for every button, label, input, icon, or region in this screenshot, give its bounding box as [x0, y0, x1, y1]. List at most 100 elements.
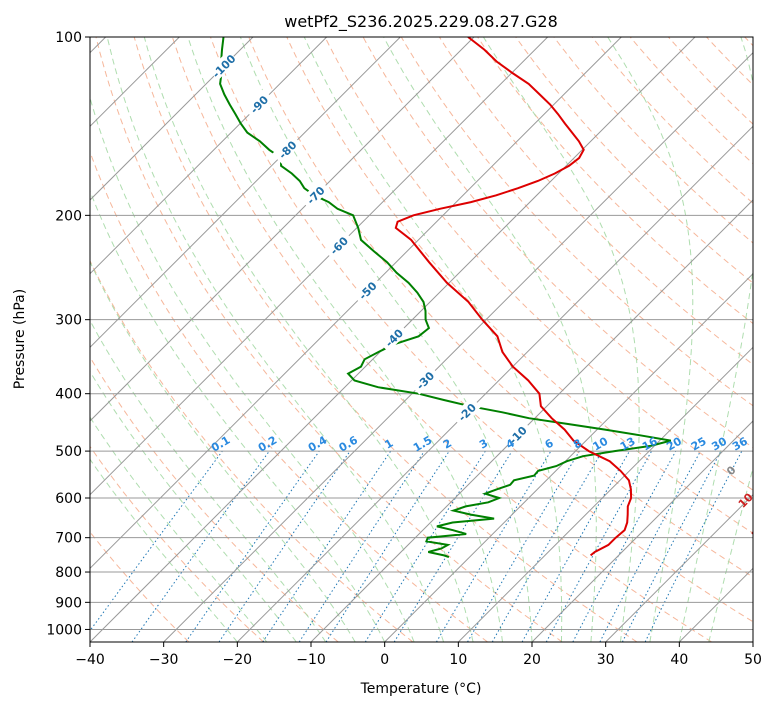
moist-adiabat-line [106, 37, 445, 642]
isotherm-line [384, 272, 753, 642]
isotherm-label-bg [451, 396, 482, 427]
x-tick-label: 40 [670, 652, 688, 668]
isotherm-line [90, 37, 475, 422]
moist-adiabat-line [90, 260, 356, 642]
isotherm-line [236, 125, 753, 642]
mixing-ratio-line [545, 450, 653, 642]
isotherm-label-bg [409, 364, 440, 395]
mixing-ratio-line [262, 450, 392, 642]
moist-adiabat-line [187, 37, 503, 642]
isotherm-line [752, 641, 753, 642]
dry-adiabat-line [324, 37, 753, 491]
mixing-ratio-label: 2 [441, 437, 454, 452]
moist-adiabat-line [90, 416, 268, 642]
isotherm-line [163, 51, 753, 642]
mixing-ratio-line [467, 450, 580, 642]
dry-adiabat-line [90, 445, 264, 642]
isotherm-line [678, 567, 753, 642]
moist-adiabat-label: 0 [724, 463, 739, 478]
y-axis: 1000 900 800 700 600 500 400 300 200 100 [46, 30, 90, 638]
moist-adiabat-line [607, 37, 694, 642]
mixing-ratio-line [572, 450, 677, 642]
isotherm-label-bg [323, 230, 354, 260]
mixing-ratio-line [325, 450, 450, 642]
isotherm-line [90, 37, 622, 570]
isotherm-line [90, 37, 549, 496]
dry-adiabat-line [629, 37, 753, 165]
dry-adiabat-line [248, 37, 753, 578]
moist-adiabat-line [90, 189, 386, 642]
y-tick-label: 400 [55, 387, 82, 403]
x-tick-label: 30 [597, 652, 615, 668]
y-tick-label: 500 [55, 444, 82, 460]
isotherms [90, 37, 753, 642]
x-tick-label: 0 [380, 652, 389, 668]
isotherm-label: -100 [210, 52, 239, 81]
moist-adiabat-line [143, 37, 474, 642]
y-tick-label: 100 [55, 30, 82, 46]
moist-adiabat-label: 40 [764, 584, 775, 604]
x-tick-label: −20 [223, 652, 253, 668]
temperature-series-line [394, 37, 633, 557]
dry-adiabat-line [515, 37, 753, 284]
isotherm-line [531, 420, 753, 642]
mixing-ratio-line [185, 450, 320, 642]
mixing-ratio-line [364, 450, 486, 642]
mixing-ratio-line [599, 450, 701, 642]
isotherm-line [605, 493, 753, 642]
plot-frame [89, 36, 754, 643]
isotherm-line [90, 37, 254, 201]
moist-adiabat-line [90, 319, 327, 642]
moist-adiabat-line [90, 458, 238, 642]
y-tick-label: 300 [55, 313, 82, 329]
moist-adiabat-label: 20 [749, 521, 769, 541]
dry-adiabat-line [553, 37, 753, 244]
isotherm-label-bg [502, 419, 532, 450]
isotherm-line [310, 199, 753, 642]
plot-area: -100-90-80-70-60-50-40-30-20-10 0.1 0.2 0.… [90, 37, 775, 642]
dry-adiabat-line [591, 37, 753, 204]
dry-adiabat-line [668, 37, 753, 125]
y-tick-label: 700 [55, 531, 82, 547]
dry-adiabat-line [400, 37, 753, 407]
isotherm-label-bg [208, 50, 238, 81]
isotherm-label-bg [272, 134, 302, 164]
y-tick-label: 600 [55, 491, 82, 507]
y-tick-label: 800 [55, 565, 82, 581]
dry-adiabat-line [706, 37, 753, 86]
dry-adiabat-line [90, 356, 339, 642]
mixing-ratio-line [298, 450, 425, 642]
isobars [90, 37, 753, 630]
isotherm-line [90, 37, 328, 275]
y-tick-label: 200 [55, 208, 82, 224]
mixing-ratio-line [218, 450, 351, 642]
mixing-ratio-line [131, 450, 270, 642]
moist-adiabat-line [239, 37, 533, 642]
moist-adiabats [90, 37, 753, 642]
isotherm-line [90, 37, 401, 349]
moist-adiabat-line [482, 37, 640, 642]
dry-adiabat-line [477, 37, 753, 325]
mixing-ratio-line [90, 450, 223, 632]
isotherm-label-bg [378, 322, 409, 353]
moist-adiabat-line [303, 37, 563, 642]
moist-adiabat-line [678, 37, 753, 642]
mixing-ratio-line [521, 450, 630, 642]
moist-adiabat-line [708, 466, 753, 642]
x-tick-label: 20 [523, 652, 541, 668]
chart-title: wetPf2_S236.2025.229.08.27.G28 [284, 12, 558, 32]
dry-adiabat-line [744, 37, 753, 47]
x-tick-label: −30 [149, 652, 179, 668]
dry-adiabat-line [90, 150, 488, 642]
mixing-ratio-line [644, 450, 743, 642]
x-axis: −40 −30 −20 −10 0 10 20 30 40 50 [75, 642, 762, 668]
y-tick-label: 900 [55, 595, 82, 611]
x-tick-label: −10 [296, 652, 326, 668]
dry-adiabat-line [171, 37, 712, 642]
x-tick-label: 50 [744, 652, 762, 668]
dewpoint-series-line [219, 37, 672, 559]
x-axis-title: Temperature (°C) [360, 681, 482, 697]
y-tick-label: 1000 [46, 622, 82, 638]
isotherm-labels: -100-90-80-70-60-50-40-30-20-10 [208, 50, 532, 450]
